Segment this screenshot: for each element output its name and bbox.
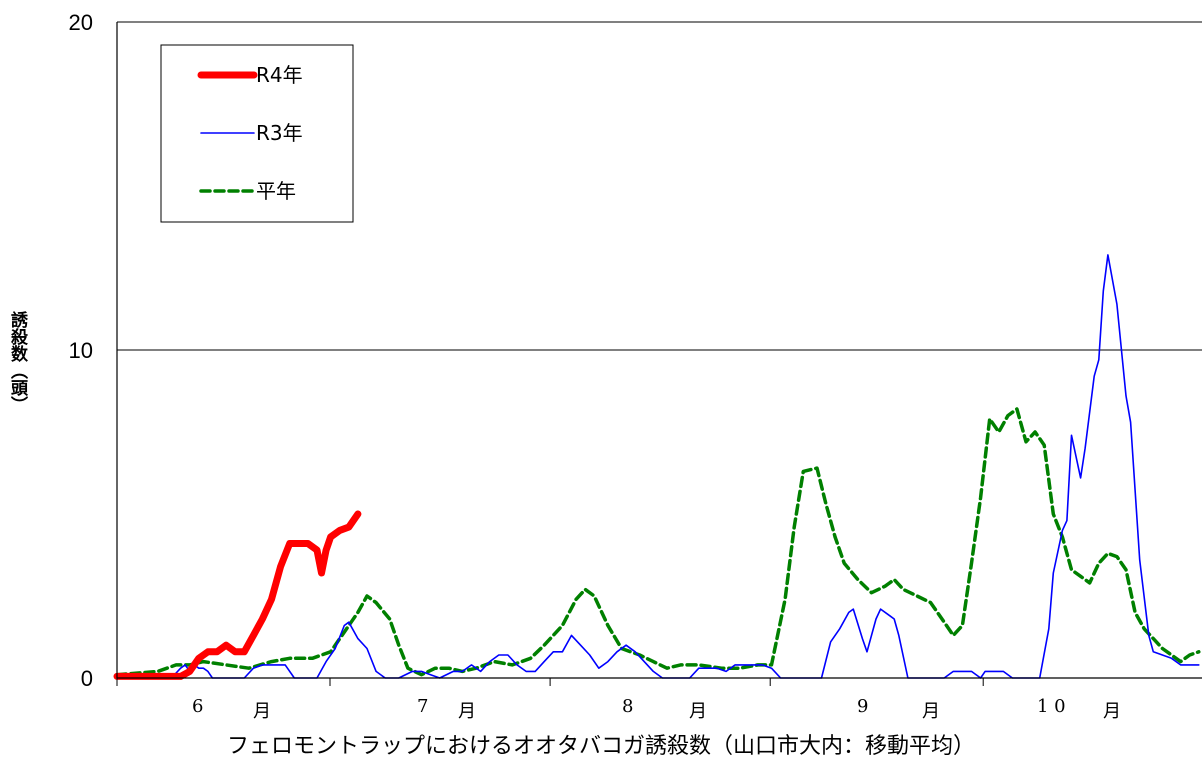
series-layer	[113, 254, 1201, 680]
labels: 0 10 20 6 月 7 月 8 月 9 月 1 0 月 誘殺数（頭） フェロモントラップにおけるオオタバ…	[7, 10, 1121, 759]
gridlines	[117, 21, 1202, 351]
chart-title: フェロモントラップにおけるオオタバコガ誘殺数（山口市大内：移動平均）	[227, 734, 975, 759]
axes	[116, 22, 1202, 686]
y-tick-label: 20	[69, 10, 93, 35]
month-number-label: 1 0	[1037, 696, 1066, 717]
month-unit-label: 月	[458, 701, 476, 722]
series-line-r4	[113, 510, 362, 680]
month-unit-label: 月	[689, 701, 707, 722]
y-axis-label: 誘殺数（頭）	[7, 310, 29, 413]
y-tick-label: 0	[81, 666, 93, 691]
legend-label: R4年	[256, 63, 303, 87]
month-unit-label: 月	[253, 701, 271, 722]
month-number-label: 8	[622, 696, 633, 717]
legend-label: 平年	[256, 179, 296, 203]
month-number-label: 9	[857, 696, 868, 717]
series-line-r3	[116, 254, 1200, 679]
legend-label: R3年	[256, 121, 303, 145]
month-unit-label: 月	[922, 701, 940, 722]
series-line-normal	[115, 407, 1201, 677]
y-tick-label: 10	[69, 338, 93, 363]
month-number-label: 6	[192, 696, 203, 717]
month-unit-label: 月	[1103, 701, 1121, 722]
month-number-label: 7	[417, 696, 428, 717]
